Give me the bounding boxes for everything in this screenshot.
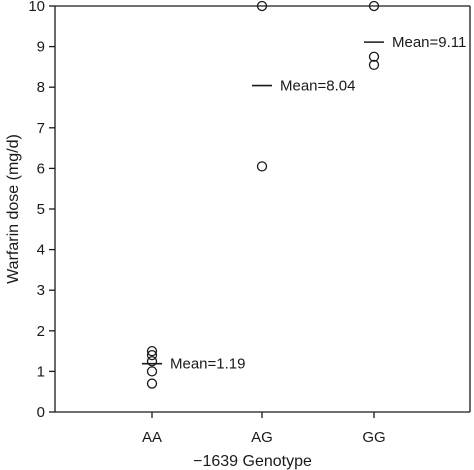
y-tick-label: 4 bbox=[37, 242, 45, 259]
data-point bbox=[368, 51, 380, 62]
mean-label: Mean=9.11 bbox=[392, 34, 466, 51]
y-tick-label: 3 bbox=[37, 282, 45, 299]
data-points bbox=[146, 0, 380, 389]
y-tick-label: 7 bbox=[37, 120, 45, 137]
data-point bbox=[146, 345, 158, 357]
y-tick-label: 5 bbox=[37, 201, 45, 218]
data-point bbox=[146, 356, 158, 367]
data-point bbox=[146, 366, 158, 377]
y-tick-label: 0 bbox=[37, 404, 45, 421]
mean-markers: Mean=1.19 Mean=8.04 Mean=9.11 bbox=[142, 34, 466, 373]
plot-frame bbox=[54, 5, 471, 413]
y-tick-label: 9 bbox=[37, 39, 45, 56]
y-tick-label: 2 bbox=[37, 323, 45, 340]
y-axis-title: Warfarin dose (mg/d) bbox=[5, 134, 22, 284]
x-tick-label: GG bbox=[362, 429, 385, 446]
mean-label: Mean=1.19 bbox=[170, 356, 245, 373]
data-point bbox=[146, 378, 158, 389]
data-point bbox=[256, 161, 268, 172]
y-tick-label: 8 bbox=[37, 79, 45, 96]
data-point bbox=[368, 59, 380, 71]
data-point bbox=[256, 0, 268, 12]
data-point bbox=[146, 350, 158, 361]
mean-label: Mean=8.04 bbox=[280, 78, 355, 95]
x-tick-label: AA bbox=[142, 429, 162, 446]
y-tick-label: 6 bbox=[37, 160, 45, 177]
x-axis-ticks: AA AG GG bbox=[142, 412, 386, 446]
data-point bbox=[368, 0, 380, 12]
y-axis-ticks: 0 1 2 3 4 5 6 7 8 9 10 bbox=[28, 0, 55, 421]
x-tick-label: AG bbox=[251, 429, 273, 446]
x-axis-title: −1639 Genotype bbox=[193, 453, 312, 470]
y-tick-label: 10 bbox=[28, 0, 45, 15]
y-tick-label: 1 bbox=[37, 363, 45, 380]
